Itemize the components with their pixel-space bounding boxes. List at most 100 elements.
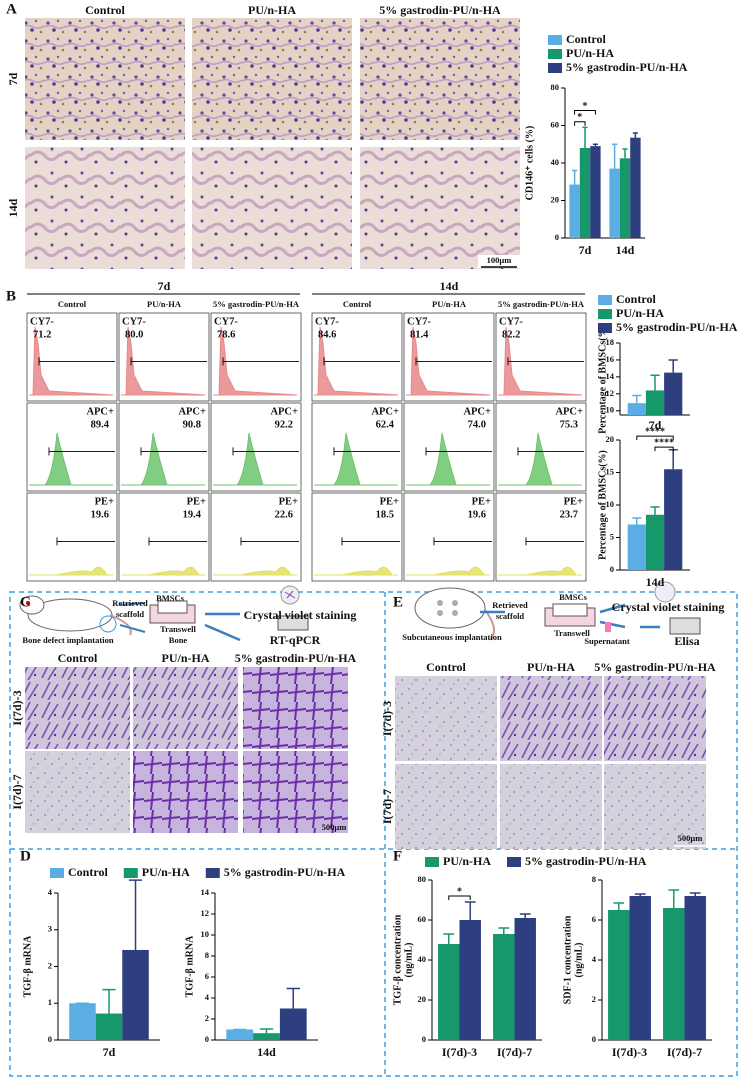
flow-gate [323,357,400,366]
flow-value: 71.2 [33,329,51,340]
panel-letter: C [20,594,31,610]
flow-histogram [29,432,113,486]
micrograph [604,676,706,761]
micrograph [25,667,130,749]
legend-label: 5% gastrodin-PU/n-HA [616,320,738,334]
error-bar [128,879,143,950]
bar [279,1008,307,1040]
y-tick-label: 0 [48,1034,52,1044]
schematic-label: BMSCs [156,593,185,603]
row-label: I(7d)-3 [10,690,24,725]
scale-bar-label: 100μm [487,255,512,265]
y-tick-label: 2 [205,1013,209,1023]
panel-letter: B [6,288,16,304]
flow-marker: APC+ [555,406,583,417]
significance-bracket [448,895,471,900]
scale-bar-bg [478,255,520,268]
y-tick-label: 80 [551,82,560,92]
legend-label: 5% gastrodin-PU/n-HA [224,865,346,879]
column-header: PU/n-HA [147,299,182,309]
y-axis-label: CD146⁺ cells (%) [524,126,535,201]
schematic-label: Retrieved [492,600,528,610]
y-tick-label: 14 [201,887,210,897]
flow-histogram [213,432,297,486]
bar [630,137,641,238]
bar [663,908,685,1040]
bar [645,514,665,570]
flow-gate [240,537,299,546]
schematic-label: Bone [169,635,188,645]
legend-swatch [598,309,612,319]
y-tick-label: 0 [422,1034,426,1044]
micrograph [192,18,352,140]
y-axis-label: Percentage of BMSCs(%) [597,324,608,434]
column-header: 5% gastrodin-PU/n-HA [498,299,585,309]
schematic-e [414,581,701,641]
flow-gate [517,447,584,456]
y-tick-label: 10 [201,929,210,939]
legend-label: PU/n-HA [616,306,664,320]
legend-swatch [548,49,562,59]
micrograph [133,667,238,749]
bar [684,896,706,1040]
significance-bracket [574,121,586,126]
flow-marker: APC+ [371,406,399,417]
panel-letter: F [393,848,402,864]
flow-value: 82.2 [502,329,520,340]
significance-label: * [577,112,582,123]
y-axis-label: TGF-β concentration [392,914,403,1005]
bar [664,372,683,415]
flow-gate [525,537,584,546]
y-tick-label: 20 [551,194,560,204]
row-label: 14d [6,198,20,217]
flow-histogram [498,326,583,396]
error-bar [668,359,678,373]
error-bar [613,902,625,910]
bar [645,390,665,415]
schematic-c [19,585,309,642]
flow-marker: APC+ [463,406,491,417]
y-tick-label: 12 [201,908,210,918]
flow-gate [333,447,400,456]
error-bar [464,901,476,920]
flow-histogram [498,432,582,486]
y-tick-label: 0 [205,1034,209,1044]
bar [629,896,651,1040]
flow-plot [311,492,403,582]
column-header: Control [58,299,87,309]
column-header: PU/n-HA [432,299,467,309]
column-header: Control [85,3,125,17]
bar [253,1033,280,1040]
micrograph [192,147,352,269]
x-tick-label: 7d [579,243,592,257]
y-tick-label: 6 [592,914,596,924]
micrograph [360,147,520,269]
flow-histogram [314,432,398,486]
y-tick-label: 10 [606,405,615,415]
flow-gate [433,537,492,546]
column-header: Control [58,651,98,665]
flow-plot [210,492,302,582]
flow-marker: PE+ [279,496,298,507]
bar [95,1013,123,1040]
bar [569,184,580,238]
bar [69,1003,96,1040]
flow-marker: APC+ [178,406,206,417]
flow-value: 78.6 [217,329,235,340]
flow-gate [507,357,584,366]
schematic-label: Bone defect implantation [22,635,113,645]
y-tick-label: 60 [418,914,427,924]
panel-letter: D [20,848,31,864]
significance-bracket [574,110,596,115]
error-bar [582,126,588,148]
flow-value: 80.0 [125,329,143,340]
y-tick-label: 40 [551,157,560,167]
dashed-frame [9,591,738,1077]
y-tick-label: 3 [48,924,52,934]
y-axis-label: (ng/mL) [403,943,414,978]
flow-gate [130,357,207,366]
y-axis-label: SDF-1 concentration [562,915,573,1004]
legend-swatch [507,857,521,867]
row-label: 7d [6,72,20,85]
error-bar [650,506,660,515]
